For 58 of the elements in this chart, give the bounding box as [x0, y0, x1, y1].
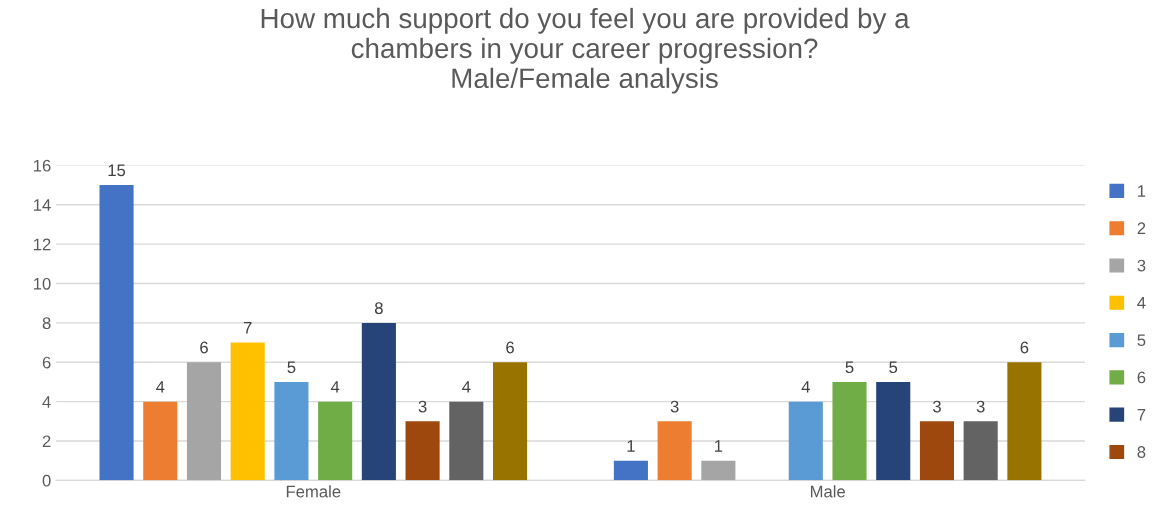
- bar: [99, 185, 134, 481]
- bar: [1007, 362, 1042, 481]
- bar: [318, 401, 353, 481]
- bar: [657, 421, 692, 481]
- data-label: 4: [156, 381, 165, 393]
- data-label: 5: [287, 361, 296, 374]
- data-label: 3: [976, 400, 985, 413]
- bar: [613, 460, 648, 481]
- data-label: 6: [200, 341, 208, 354]
- bar: [701, 460, 736, 481]
- data-label: 6: [1020, 341, 1029, 354]
- chart-title: How much support do you feel you are provided by a chambers in your career progression? Male/Female analysis: [261, 7, 910, 94]
- x-tick-label: Male: [810, 485, 845, 498]
- legend-label: 3: [1137, 259, 1146, 272]
- bar: [361, 322, 396, 481]
- bar: [832, 381, 867, 481]
- y-tick-label: 10: [33, 277, 51, 290]
- data-label: 1: [627, 440, 635, 452]
- data-label: 4: [462, 381, 471, 393]
- y-tick-label: 6: [42, 356, 51, 369]
- x-tick-label: Female: [286, 485, 341, 498]
- data-label: 15: [108, 164, 126, 177]
- data-label: 1: [714, 440, 723, 452]
- bar: [449, 401, 484, 481]
- data-label: 8: [374, 302, 383, 315]
- legend-label: 7: [1137, 408, 1146, 421]
- y-tick-label: 14: [33, 199, 51, 211]
- bar: [186, 362, 222, 481]
- y-tick-label: 2: [42, 435, 51, 448]
- legend-label: 1: [1138, 185, 1146, 197]
- y-tick-label: 4: [42, 396, 51, 408]
- y-tick-label: 8: [42, 317, 51, 330]
- y-tick-label: 12: [33, 238, 51, 251]
- data-label: 3: [418, 400, 427, 413]
- legend-label: 8: [1137, 446, 1146, 458]
- bar: [876, 381, 911, 481]
- legend-label: 6: [1137, 371, 1146, 384]
- bar: [492, 362, 528, 481]
- data-label: 6: [506, 341, 514, 354]
- bar: [788, 401, 823, 481]
- bar: [919, 421, 954, 481]
- data-label: 3: [670, 400, 679, 413]
- bar: [963, 421, 998, 481]
- legend-label: 4: [1137, 297, 1146, 309]
- bar: [405, 421, 440, 481]
- bar: [230, 342, 265, 481]
- data-label: 4: [801, 381, 810, 393]
- bar: [143, 401, 178, 481]
- data-label: 4: [330, 381, 340, 393]
- data-label: 7: [243, 322, 252, 334]
- y-tick-label: 16: [33, 159, 51, 172]
- legend-label: 5: [1137, 334, 1146, 347]
- legend-label: 2: [1137, 222, 1146, 234]
- data-label: 5: [889, 361, 898, 374]
- data-label: 3: [932, 400, 941, 413]
- bar: [274, 381, 309, 481]
- data-label: 5: [845, 361, 854, 374]
- y-tick-label: 0: [42, 474, 51, 487]
